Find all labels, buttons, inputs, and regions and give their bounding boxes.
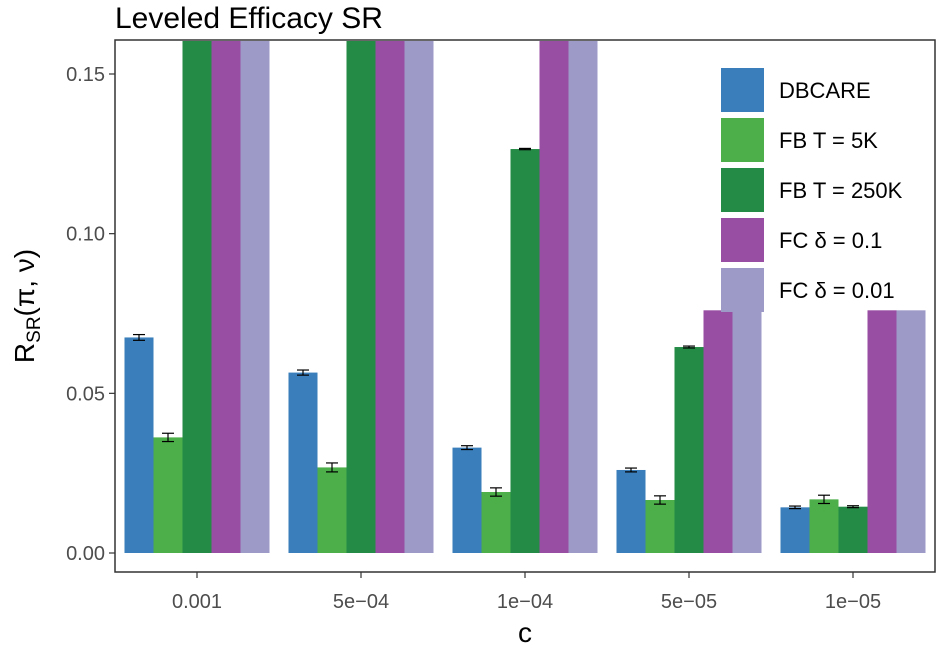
bar: [288, 372, 318, 553]
legend-label: FC δ = 0.01: [779, 278, 895, 303]
bar: [568, 41, 598, 553]
bar: [703, 310, 733, 553]
y-axis: 0.00 0.05 0.10 0.15: [66, 64, 115, 565]
bar: [539, 41, 569, 553]
y-tick-label: 0.10: [66, 224, 105, 246]
bar: [240, 41, 270, 553]
bar: [153, 437, 183, 553]
x-tick-label: 0.001: [172, 591, 222, 613]
bar: [809, 499, 839, 553]
x-tick-label: 1e−04: [497, 591, 553, 613]
legend-key: [721, 168, 764, 212]
bar: [896, 310, 926, 553]
y-tick-label: 0.00: [66, 543, 105, 565]
error-bars: [133, 147, 859, 510]
legend-key: [721, 68, 764, 112]
x-tick-label: 5e−05: [661, 591, 717, 613]
bar: [732, 310, 762, 553]
legend-key: [721, 118, 764, 162]
legend-label: FC δ = 0.1: [779, 228, 882, 253]
y-axis-label-main: R: [9, 343, 40, 363]
legend-key: [721, 218, 764, 262]
legend-label: FB T = 5K: [779, 128, 878, 153]
bar: [674, 347, 704, 553]
legend-label: DBCARE: [779, 78, 871, 103]
y-axis-label-subscript: SR: [24, 316, 45, 342]
x-tick-label: 5e−04: [333, 591, 389, 613]
bar: [616, 469, 646, 553]
bar: [346, 41, 376, 553]
x-axis-label: c: [518, 617, 532, 648]
y-axis-label: RSR(π, ν): [9, 249, 45, 363]
bar: [182, 41, 212, 553]
y-axis-label-args: (π, ν): [9, 249, 40, 317]
y-tick-label: 0.05: [66, 383, 105, 405]
bar: [124, 337, 154, 553]
x-tick-label: 1e−05: [825, 591, 881, 613]
bar: [510, 149, 540, 553]
bar: [645, 499, 675, 553]
bar: [481, 492, 511, 553]
legend-label: FB T = 250K: [779, 178, 903, 203]
y-tick-label: 0.15: [66, 64, 105, 86]
bar: [317, 467, 347, 553]
legend: DBCARE FB T = 5K FB T = 250K FC δ = 0.1 FC δ…: [721, 68, 903, 312]
bar: [375, 41, 405, 553]
chart-title: Leveled Efficacy SR: [115, 2, 383, 35]
bar: [867, 310, 897, 553]
bar: [780, 507, 810, 553]
bar: [404, 41, 434, 553]
bar: [452, 447, 482, 553]
bar: [838, 506, 868, 553]
legend-key: [721, 268, 764, 312]
x-axis: 0.001 5e−04 1e−04 5e−05 1e−05: [172, 572, 881, 613]
bar: [211, 41, 241, 553]
bars: [124, 41, 926, 553]
